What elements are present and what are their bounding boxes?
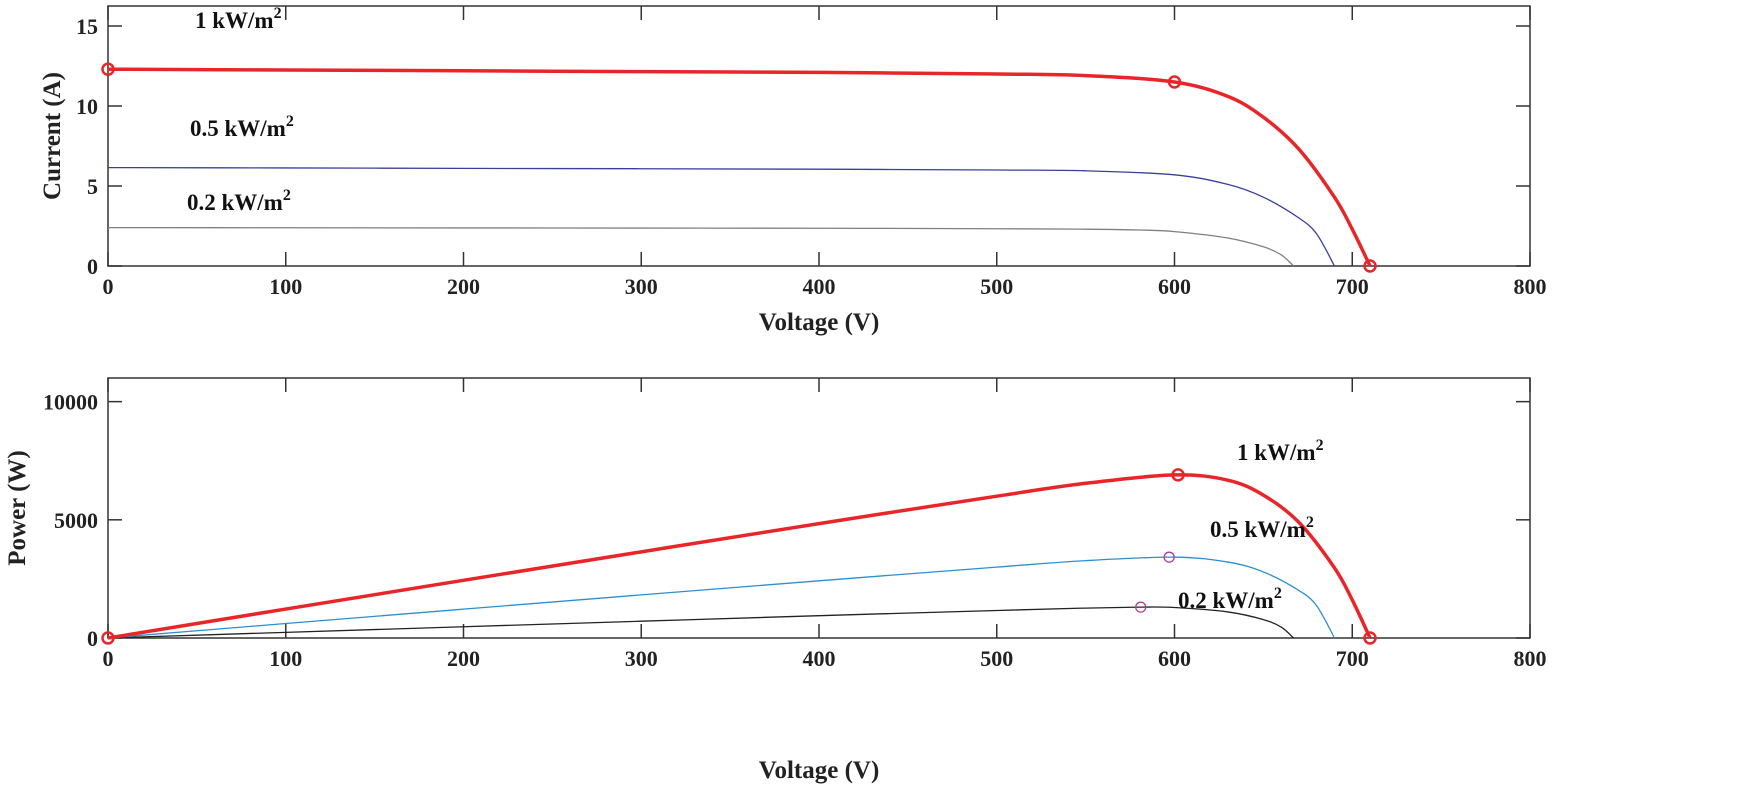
series-label-text: 1 kW/m	[195, 8, 274, 33]
y-tick-label: 5000	[54, 508, 98, 533]
y-tick-label: 0	[87, 254, 98, 279]
series-label-sup: 2	[286, 113, 294, 130]
series-label-sup: 2	[274, 5, 282, 22]
series-line-2	[107, 166, 1336, 267]
x-axis-label: Voltage (V)	[759, 757, 880, 784]
x-tick-label: 300	[625, 646, 658, 671]
mpp-marker	[1363, 259, 1377, 273]
x-tick-label: 700	[1336, 274, 1369, 299]
y-tick-label: 15	[76, 14, 98, 39]
y-axis-label: Current (A)	[39, 72, 66, 200]
x-tick-label: 400	[803, 646, 836, 671]
series-label-text: 0.5 kW/m	[1210, 517, 1306, 542]
y-tick-label: 10000	[43, 390, 98, 415]
x-tick-label: 800	[1514, 646, 1547, 671]
x-tick-label: 600	[1158, 646, 1191, 671]
mpp-marker	[1163, 551, 1175, 563]
series-label-sup: 2	[283, 187, 291, 204]
x-tick-label: 0	[103, 274, 114, 299]
series-line-1	[107, 473, 1372, 640]
y-axis-label: Power (W)	[4, 450, 31, 565]
x-axis-label: Voltage (V)	[759, 309, 880, 336]
series-label-3: 0.2 kW/m2	[1178, 585, 1282, 613]
x-tick-label: 700	[1336, 646, 1369, 671]
plot-frame	[107, 377, 1531, 639]
series-label-2: 0.5 kW/m2	[1210, 514, 1314, 542]
x-tick-label: 500	[980, 646, 1013, 671]
x-tick-label: 100	[269, 274, 302, 299]
series-label-1: 1 kW/m2	[195, 5, 282, 33]
y-tick-label: 0	[87, 626, 98, 651]
x-tick-label: 300	[625, 274, 658, 299]
x-tick-label: 200	[447, 646, 480, 671]
series-label-text: 0.5 kW/m	[190, 116, 286, 141]
series-label-3: 0.2 kW/m2	[187, 187, 291, 215]
x-tick-label: 100	[269, 646, 302, 671]
series-label-1: 1 kW/m2	[1237, 437, 1324, 465]
chart-panel-1: 0 100 200 300 400 500 600 700 800 0 5 10 15 Voltage (…	[39, 5, 1547, 336]
series-line-1	[107, 67, 1372, 267]
mpp-marker	[1135, 601, 1147, 613]
mpp-marker	[1171, 468, 1185, 482]
x-tick-label: 400	[803, 274, 836, 299]
series-label-2: 0.5 kW/m2	[190, 113, 294, 141]
series-label-text: 0.2 kW/m	[187, 190, 283, 215]
x-tick-label: 0	[103, 646, 114, 671]
x-tick-label: 500	[980, 274, 1013, 299]
y-tick-label: 5	[87, 174, 98, 199]
x-tick-label: 200	[447, 274, 480, 299]
chart-panel-2: 0 100 200 300 400 500 600 700 800 0 5000 10000 Volta…	[4, 377, 1547, 784]
series-label-text: 0.2 kW/m	[1178, 588, 1274, 613]
mpp-marker	[1167, 75, 1182, 89]
mpp-marker	[101, 631, 115, 645]
series-line-2	[107, 556, 1336, 639]
mpp-marker	[101, 62, 115, 76]
series-label-sup: 2	[1316, 437, 1324, 454]
series-label-sup: 2	[1274, 585, 1282, 602]
series-label-sup: 2	[1306, 514, 1314, 531]
series-line-3	[107, 226, 1295, 267]
mpp-marker	[1363, 631, 1377, 645]
y-tick-label: 10	[76, 94, 98, 119]
x-tick-label: 800	[1514, 274, 1547, 299]
series-label-text: 1 kW/m	[1237, 440, 1316, 465]
series-line-3	[107, 606, 1295, 639]
plot-frame	[107, 5, 1531, 267]
x-tick-label: 600	[1158, 274, 1191, 299]
